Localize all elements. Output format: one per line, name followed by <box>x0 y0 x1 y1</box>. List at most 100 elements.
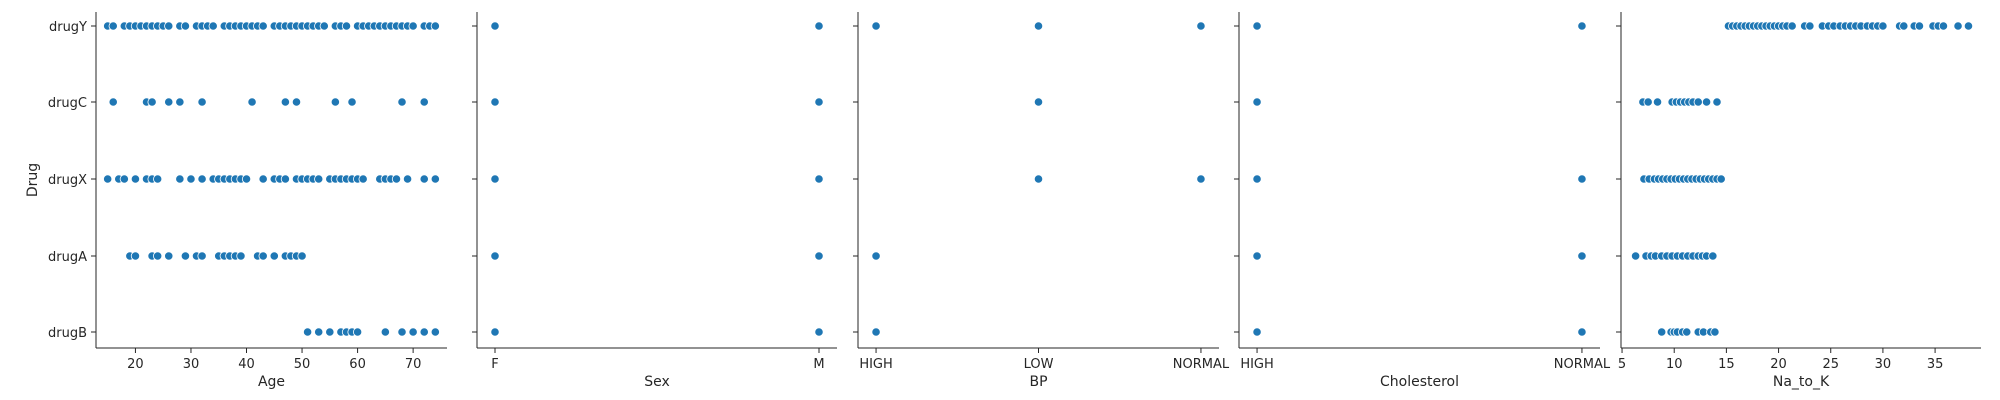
data-point <box>419 174 429 184</box>
data-point <box>130 251 141 261</box>
y-axis-label: Drug <box>25 163 41 197</box>
y-tick-label: drugA <box>48 250 87 265</box>
data-point <box>490 97 500 107</box>
data-point <box>119 174 129 184</box>
x-tick-label: 35 <box>1927 357 1944 372</box>
data-point <box>314 327 324 337</box>
data-point <box>1196 174 1206 184</box>
x-tick-label: 25 <box>1822 357 1839 372</box>
data-point <box>153 251 163 261</box>
x-axis-label: Sex <box>644 374 670 390</box>
data-point <box>1252 251 1262 261</box>
data-point <box>814 97 824 107</box>
data-point <box>871 251 881 261</box>
data-point <box>408 21 418 31</box>
data-point <box>236 251 246 261</box>
data-point <box>291 97 302 107</box>
data-point <box>1252 327 1262 337</box>
data-point <box>280 97 290 107</box>
data-point <box>1710 327 1720 337</box>
data-point <box>1652 97 1663 107</box>
data-point <box>490 174 500 184</box>
data-point <box>1631 251 1641 261</box>
data-point <box>164 251 174 261</box>
x-tick-label: M <box>813 357 824 372</box>
data-point <box>430 327 440 337</box>
data-point <box>352 327 363 337</box>
data-point <box>490 327 500 337</box>
data-point <box>269 251 279 261</box>
x-axis-label: BP <box>1029 374 1047 390</box>
x-tick-label: 15 <box>1718 357 1735 372</box>
data-point <box>1033 97 1044 107</box>
data-point <box>1914 21 1925 31</box>
data-point <box>325 327 335 337</box>
data-point <box>302 327 313 337</box>
x-tick-label: LOW <box>1024 357 1054 372</box>
x-tick-label: F <box>491 357 498 372</box>
panel-cholesterol: HIGH NORMAL Cholesterol <box>1234 12 1611 390</box>
data-point <box>419 327 429 337</box>
data-point <box>197 251 207 261</box>
data-point <box>258 251 268 261</box>
data-point <box>1716 174 1726 184</box>
data-point <box>258 174 268 184</box>
data-point <box>408 327 418 337</box>
data-point <box>175 97 185 107</box>
data-point <box>1252 174 1262 184</box>
data-point <box>258 21 268 31</box>
data-point <box>1682 327 1692 337</box>
data-point <box>175 174 185 184</box>
data-point <box>419 97 429 107</box>
x-axis-label: Age <box>258 374 285 390</box>
data-point <box>319 21 329 31</box>
x-tick-label: 5 <box>1618 357 1626 372</box>
data-point <box>814 21 824 31</box>
data-point <box>153 174 163 184</box>
data-point <box>1577 327 1587 337</box>
x-tick-label: 40 <box>238 357 255 372</box>
panel-na-to-k: 5 10 15 20 25 30 35 Na_to_K <box>1616 12 1981 390</box>
data-point <box>358 174 368 184</box>
y-tick-label: drugX <box>48 173 87 188</box>
data-point <box>247 97 257 107</box>
panel-sex: F M Sex <box>472 12 837 390</box>
x-tick-label: 30 <box>183 357 200 372</box>
data-point <box>1577 21 1587 31</box>
data-point <box>1953 21 1963 31</box>
data-point <box>208 21 218 31</box>
panel-age: drugY drugC drugX drugA drugB 20 30 40 50 60 70 Age <box>48 12 447 390</box>
data-point <box>380 327 390 337</box>
data-point <box>297 251 307 261</box>
data-point <box>280 174 290 184</box>
data-point <box>1712 97 1722 107</box>
x-tick-label: HIGH <box>1240 357 1273 372</box>
data-point <box>103 174 113 184</box>
data-point <box>180 251 191 261</box>
x-axis-label: Na_to_K <box>1773 374 1830 390</box>
x-tick-label: 30 <box>1875 357 1892 372</box>
x-tick-label: 70 <box>405 357 422 372</box>
x-tick-label: 10 <box>1666 357 1683 372</box>
data-point <box>341 21 352 31</box>
data-point <box>164 21 174 31</box>
data-point <box>397 97 407 107</box>
y-tick-label: drugY <box>49 20 87 35</box>
data-point <box>814 251 824 261</box>
data-point <box>197 97 207 107</box>
data-point <box>871 327 881 337</box>
data-point <box>164 97 174 107</box>
data-point <box>490 21 500 31</box>
data-point <box>1252 21 1262 31</box>
data-point <box>391 174 402 184</box>
data-point <box>1643 97 1653 107</box>
x-tick-label: NORMAL <box>1554 357 1611 372</box>
data-point <box>814 327 824 337</box>
data-point <box>1033 21 1044 31</box>
data-point <box>1577 251 1587 261</box>
data-point <box>402 174 413 184</box>
data-point <box>1805 21 1815 31</box>
data-point <box>1693 97 1703 107</box>
x-tick-label: 60 <box>349 357 366 372</box>
